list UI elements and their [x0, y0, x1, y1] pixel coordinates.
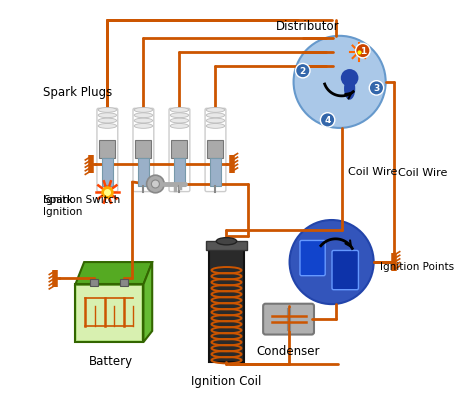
Text: 2: 2 [300, 67, 306, 76]
Text: 1: 1 [360, 47, 366, 56]
Ellipse shape [98, 124, 117, 129]
FancyBboxPatch shape [133, 109, 154, 192]
Bar [138, 159, 149, 187]
Bar [210, 159, 221, 187]
Bar [75, 285, 144, 342]
Text: Condenser: Condenser [257, 344, 320, 357]
Circle shape [341, 70, 358, 87]
Text: Coil Wire: Coil Wire [398, 168, 447, 177]
Ellipse shape [206, 119, 225, 124]
Bar [91, 279, 99, 287]
FancyBboxPatch shape [97, 109, 118, 192]
Circle shape [293, 37, 386, 129]
Ellipse shape [134, 119, 153, 124]
Text: Spark Plugs: Spark Plugs [43, 86, 112, 99]
Bar [100, 141, 115, 159]
Circle shape [151, 181, 159, 188]
Ellipse shape [134, 113, 153, 118]
Circle shape [356, 44, 370, 59]
Ellipse shape [206, 108, 225, 113]
Circle shape [369, 81, 383, 96]
FancyBboxPatch shape [300, 241, 325, 276]
Ellipse shape [206, 124, 225, 129]
Bar [208, 141, 223, 159]
Text: 3: 3 [374, 84, 380, 93]
FancyBboxPatch shape [332, 251, 358, 290]
FancyBboxPatch shape [169, 109, 190, 192]
Bar [77, 286, 141, 340]
Bar [75, 285, 144, 342]
Ellipse shape [134, 108, 153, 113]
Bar [174, 159, 185, 187]
Ellipse shape [206, 113, 225, 118]
Text: Distributor: Distributor [275, 20, 339, 33]
Bar [120, 279, 128, 287]
Text: Spark
Ignition: Spark Ignition [43, 194, 82, 216]
FancyBboxPatch shape [205, 109, 226, 192]
Ellipse shape [98, 119, 117, 124]
Bar [206, 242, 246, 250]
Ellipse shape [170, 108, 189, 113]
Circle shape [146, 176, 164, 193]
Circle shape [290, 220, 374, 305]
Circle shape [296, 64, 310, 79]
Ellipse shape [170, 113, 189, 118]
FancyBboxPatch shape [263, 304, 314, 335]
Circle shape [320, 113, 335, 128]
Text: Ignition Switch: Ignition Switch [43, 194, 120, 205]
Text: Ignition Points: Ignition Points [380, 261, 454, 271]
Bar [172, 141, 187, 159]
Text: Coil Wire: Coil Wire [347, 166, 397, 176]
Ellipse shape [134, 124, 153, 129]
Ellipse shape [216, 238, 237, 245]
Text: Battery: Battery [89, 354, 133, 367]
Bar [102, 159, 112, 187]
Ellipse shape [170, 119, 189, 124]
Ellipse shape [344, 79, 355, 100]
Bar [210, 250, 244, 362]
Text: Ignition Coil: Ignition Coil [191, 374, 262, 387]
Bar [136, 141, 151, 159]
Polygon shape [144, 262, 152, 342]
Polygon shape [75, 262, 152, 285]
Ellipse shape [98, 108, 117, 113]
Ellipse shape [170, 124, 189, 129]
Text: 4: 4 [324, 116, 331, 125]
Ellipse shape [98, 113, 117, 118]
